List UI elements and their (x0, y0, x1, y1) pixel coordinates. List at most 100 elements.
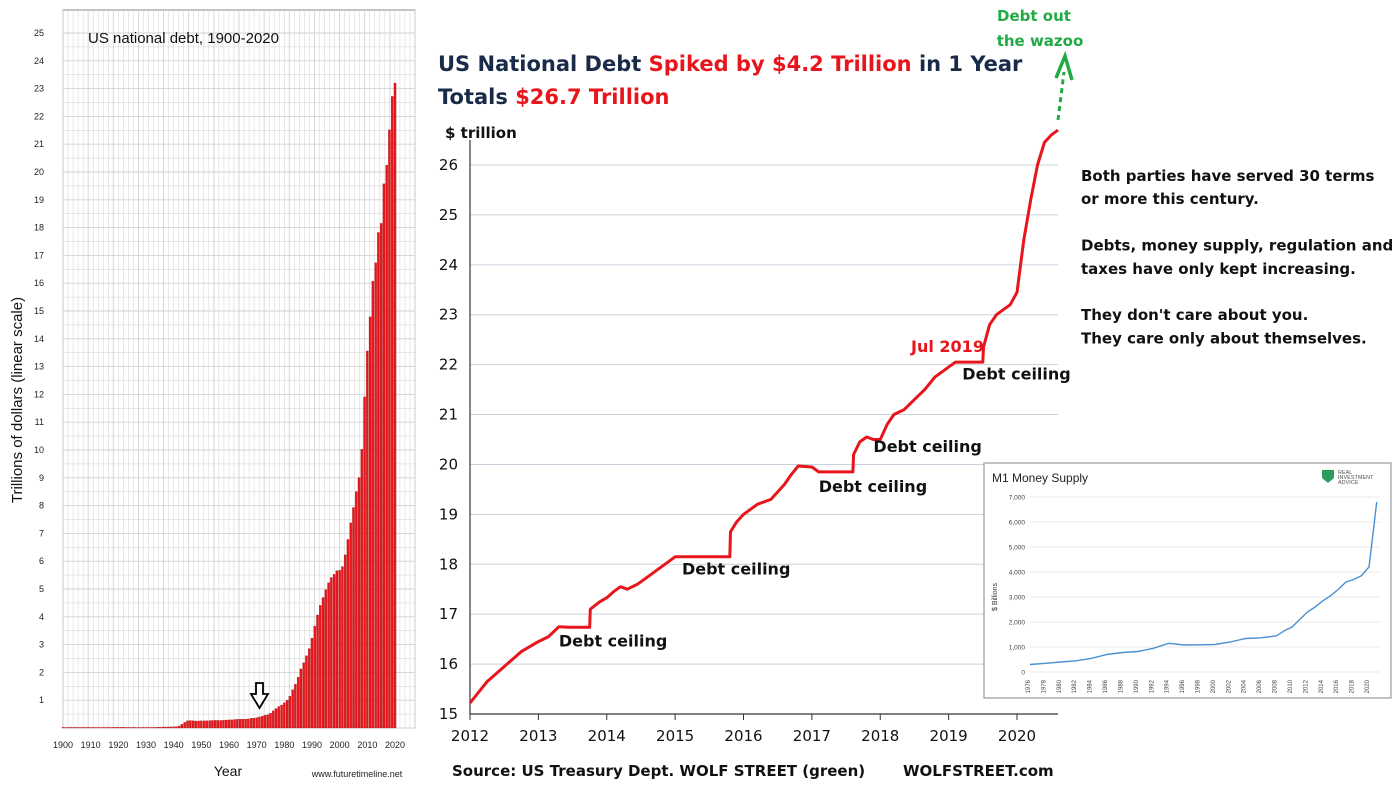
left-chart-bar (164, 727, 166, 728)
main-y-tick-label: 15 (439, 705, 458, 723)
inset-x-tick-label: 1982 (1072, 679, 1078, 693)
inset-title: M1 Money Supply (992, 471, 1088, 485)
m1-inset-chart: M1 Money Supply REAL INVESTMENT ADVICE $… (984, 463, 1391, 698)
commentary-line: Debts, money supply, regulation and (1081, 237, 1393, 255)
green-arrow-icon (1056, 56, 1072, 120)
main-chart-y-ticks: 15 16 17 18 19 20 21 22 23 24 25 26 (439, 156, 458, 723)
left-chart-bar (394, 83, 396, 728)
left-chart-credit: www.futuretimeline.net (311, 769, 403, 779)
left-chart-bar (333, 574, 335, 728)
subtitle-part-2: $26.7 Trillion (515, 85, 669, 109)
main-y-tick-label: 21 (439, 406, 458, 424)
left-y-tick-label: 3 (39, 640, 44, 650)
left-chart-bar (316, 615, 318, 728)
inset-y-tick-label: 2,000 (1009, 620, 1026, 627)
inset-y-tick-label: 7,000 (1009, 495, 1026, 502)
left-chart-bar (103, 727, 105, 728)
left-chart-bar (181, 724, 183, 728)
main-x-tick-label: 2014 (588, 727, 626, 745)
left-chart-bar (62, 727, 64, 728)
debt-ceiling-annotation: Debt ceiling (873, 437, 981, 456)
inset-x-tick-label: 2006 (1257, 679, 1263, 693)
left-chart-bar (253, 718, 255, 728)
main-y-tick-label: 17 (439, 605, 458, 623)
left-chart-bar (366, 351, 368, 728)
left-y-tick-label: 1 (39, 695, 44, 705)
left-chart-bar (225, 720, 227, 728)
left-x-tick-label: 1990 (302, 740, 322, 750)
left-y-tick-label: 16 (34, 278, 44, 288)
inset-x-tick-label: 1990 (1134, 679, 1140, 693)
left-chart-bar (200, 721, 202, 728)
left-chart-bar (153, 727, 155, 728)
commentary-line: They care only about themselves. (1081, 329, 1367, 347)
inset-x-tick-label: 2008 (1273, 679, 1279, 693)
left-chart-bar (355, 492, 357, 728)
left-debt-chart: 1234567891011121314151617181920212223242… (9, 10, 415, 779)
main-chart-subtitle: Totals $26.7 Trillion (438, 85, 669, 109)
left-chart-bar (220, 720, 222, 728)
left-chart-bar (112, 727, 114, 728)
left-chart-bar (347, 539, 349, 728)
arrow-label-line-1: Debt out (997, 7, 1071, 25)
left-chart-bar (344, 555, 346, 728)
left-chart-bar (189, 721, 191, 728)
commentary-line: or more this century. (1081, 190, 1259, 208)
left-chart-bar (233, 720, 235, 728)
left-chart-bar (388, 130, 390, 728)
left-x-tick-label: 2010 (357, 740, 377, 750)
left-chart-bar (128, 727, 130, 728)
left-chart-bar (142, 727, 144, 728)
wolfstreet-brand: WOLFSTREET.com (903, 762, 1054, 780)
left-chart-bar (192, 721, 194, 728)
debt-ceiling-annotation: Jul 2019 (910, 337, 984, 356)
left-chart-bar (95, 727, 97, 728)
left-chart-bar (369, 317, 371, 728)
left-chart-bar (372, 281, 374, 728)
left-chart-bar (228, 720, 230, 728)
left-chart-bar (84, 727, 86, 728)
main-y-tick-label: 22 (439, 356, 458, 374)
left-chart-bar (120, 727, 122, 728)
left-x-tick-label: 1900 (53, 740, 73, 750)
left-chart-bar (211, 720, 213, 728)
left-x-tick-label: 1910 (81, 740, 101, 750)
left-chart-bar (275, 709, 277, 728)
commentary-line: Both parties have served 30 terms (1081, 167, 1375, 185)
left-chart-bar (286, 700, 288, 728)
inset-x-tick-label: 1986 (1103, 679, 1109, 693)
main-y-tick-label: 24 (439, 256, 458, 274)
left-x-tick-label: 1940 (164, 740, 184, 750)
inset-x-tick-label: 1978 (1041, 679, 1047, 693)
left-chart-bar (134, 727, 136, 728)
inset-x-tick-label: 1988 (1118, 679, 1124, 693)
left-y-tick-label: 2 (39, 667, 44, 677)
left-chart-bar (383, 184, 385, 728)
left-chart-bar (377, 232, 379, 728)
commentary-line: They don't care about you. (1081, 306, 1308, 324)
main-x-tick-label: 2012 (451, 727, 489, 745)
left-x-tick-label: 1970 (247, 740, 267, 750)
left-chart-bar (256, 718, 258, 728)
left-chart-bar (261, 716, 263, 728)
left-chart-bar (292, 690, 294, 728)
main-y-tick-label: 25 (439, 206, 458, 224)
inset-x-tick-label: 1984 (1088, 679, 1094, 693)
inset-x-tick-label: 2002 (1226, 679, 1232, 693)
main-x-tick-label: 2017 (793, 727, 831, 745)
left-chart-title: US national debt, 1900-2020 (88, 30, 279, 47)
left-chart-bar (314, 626, 316, 728)
left-chart-bar (386, 165, 388, 728)
left-y-tick-label: 22 (34, 111, 44, 121)
left-y-tick-label: 17 (34, 250, 44, 260)
left-chart-bar (311, 638, 313, 728)
main-x-tick-label: 2018 (861, 727, 899, 745)
left-chart-bar (98, 727, 100, 728)
left-chart-bar (264, 715, 266, 728)
left-chart-bar (236, 719, 238, 728)
left-chart-bar (297, 677, 299, 728)
left-chart-bar (231, 720, 233, 728)
main-x-tick-label: 2013 (519, 727, 557, 745)
left-chart-bar (170, 727, 172, 728)
left-chart-bar (173, 727, 175, 728)
